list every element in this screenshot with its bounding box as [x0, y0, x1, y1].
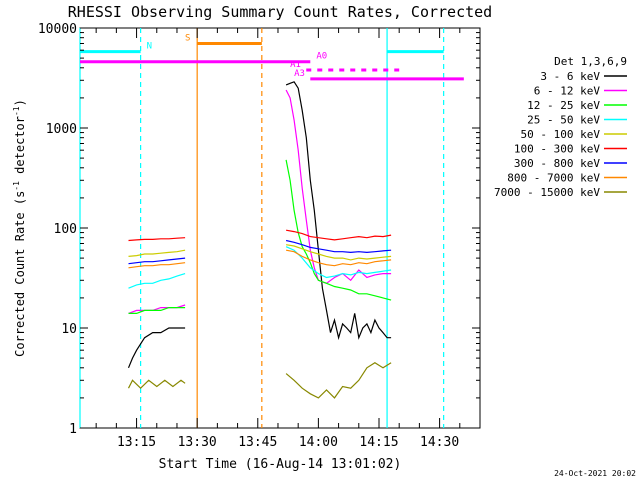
legend-title: Det 1,3,6,9 — [554, 55, 627, 68]
y-tick-label-0: 1 — [69, 422, 77, 437]
series-line-5-0 — [128, 237, 186, 242]
x-tick-label-4: 14:15 — [359, 435, 398, 450]
series-line-4-1 — [286, 244, 392, 261]
annotation-label-0: N — [147, 42, 152, 52]
legend-label-6: 300 - 800 keV — [514, 157, 600, 170]
y-tick-label-3: 1000 — [46, 122, 77, 137]
series-line-8-1 — [285, 361, 392, 399]
series-line-6-0 — [128, 257, 186, 265]
annotation-label-4: A1 — [290, 60, 301, 70]
legend-label-7: 800 - 7000 keV — [507, 172, 600, 185]
series-line-7-0 — [128, 262, 186, 269]
annotation-label-2: S — [185, 33, 190, 43]
legend-label-4: 50 - 100 keV — [521, 128, 601, 141]
legend-label-3: 25 - 50 keV — [527, 114, 600, 127]
legend-label-8: 7000 - 15000 keV — [494, 186, 600, 199]
x-tick-label-1: 13:30 — [178, 435, 217, 450]
plot-frame — [79, 27, 481, 429]
series-line-8-0 — [127, 379, 186, 390]
series-line-3-1 — [285, 246, 392, 279]
x-tick-label-2: 13:45 — [238, 435, 277, 450]
annotation-label-5: A3 — [294, 69, 305, 79]
x-axis-label: Start Time (16-Aug-14 13:01:02) — [159, 457, 402, 472]
series-line-2-1 — [285, 159, 392, 301]
series-line-1-0 — [128, 304, 186, 314]
x-tick-label-5: 14:30 — [420, 435, 459, 450]
y-tick-label-1: 10 — [61, 322, 77, 337]
series-line-7-1 — [285, 249, 392, 267]
series-line-0-1 — [285, 81, 392, 341]
series-line-5-1 — [285, 229, 392, 241]
x-tick-label-0: 13:15 — [117, 435, 156, 450]
chart-title: RHESSI Observing Summary Count Rates, Co… — [68, 3, 492, 21]
y-tick-label-2: 100 — [54, 222, 77, 237]
legend-label-2: 12 - 25 keV — [527, 99, 600, 112]
series-line-2-0 — [128, 307, 186, 314]
x-tick-label-3: 14:00 — [299, 435, 338, 450]
series-line-3-0 — [128, 273, 186, 289]
legend-label-1: 6 - 12 keV — [534, 85, 601, 98]
series-line-6-1 — [285, 239, 392, 254]
legend-label-5: 100 - 300 keV — [514, 143, 600, 156]
footer-timestamp: 24-Oct-2021 20:02 — [554, 469, 636, 478]
series-line-1-1 — [285, 89, 392, 284]
annotation-label-3: A0 — [316, 52, 327, 62]
series-line-4-0 — [128, 249, 186, 257]
legend-label-0: 3 - 6 keV — [540, 70, 600, 83]
y-axis-label: Corrected Count Rate (s-1 detector-1) — [12, 99, 27, 357]
series-line-0-0 — [127, 327, 186, 369]
y-tick-label-4: 10000 — [38, 22, 77, 37]
